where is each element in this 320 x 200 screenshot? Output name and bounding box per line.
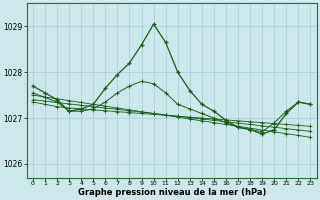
X-axis label: Graphe pression niveau de la mer (hPa): Graphe pression niveau de la mer (hPa) xyxy=(77,188,266,197)
